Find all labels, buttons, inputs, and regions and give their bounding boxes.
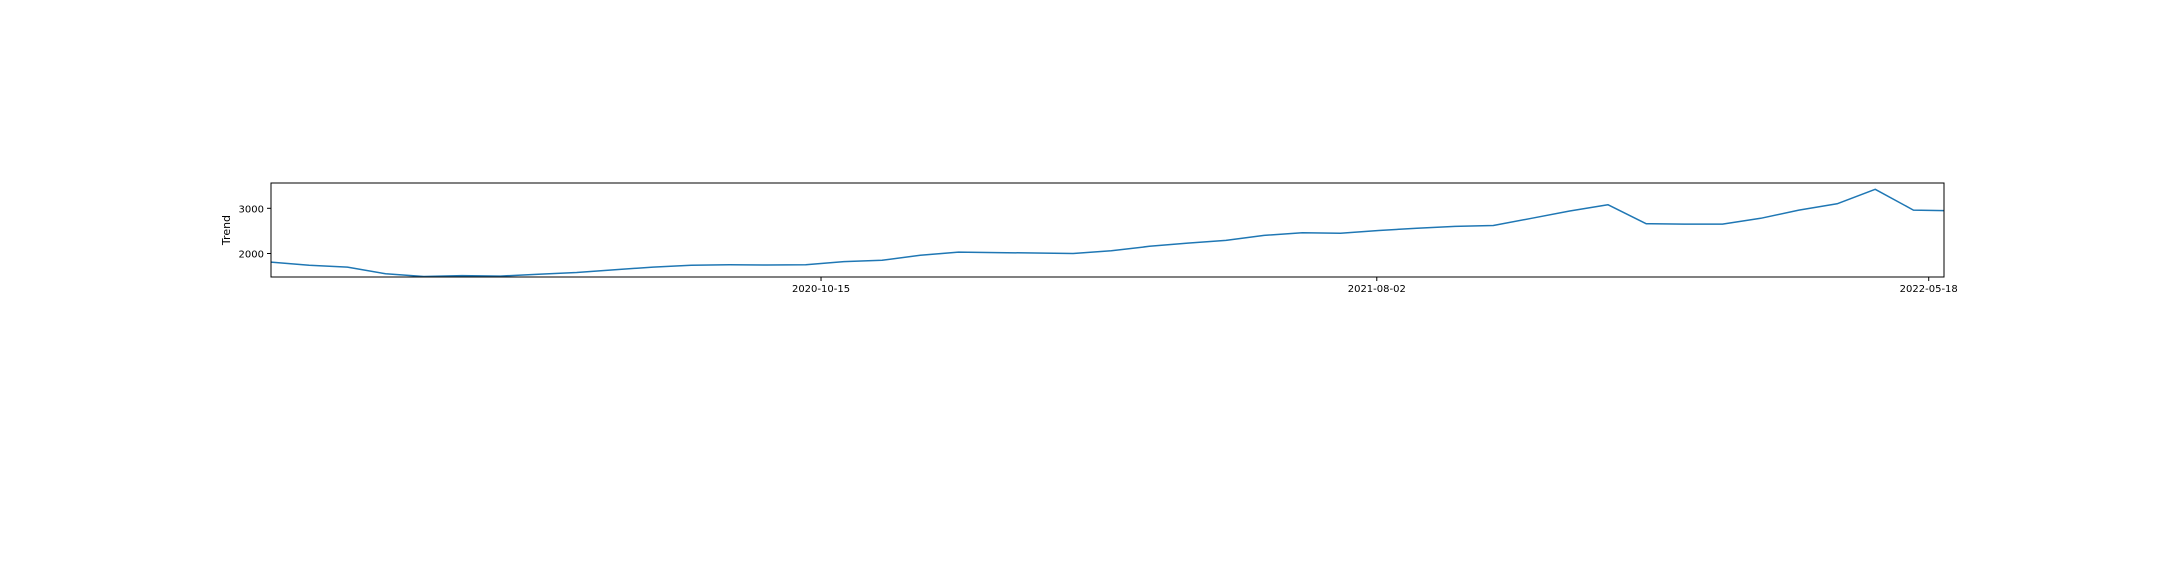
y-axis-label: Trend — [220, 215, 233, 246]
plot-frame — [270, 182, 1945, 278]
x-tick-label: 2022-05-18 — [1900, 284, 1958, 295]
y-tick-label: 2000 — [239, 250, 264, 261]
x-tick-label: 2021-08-02 — [1348, 284, 1406, 295]
plot-layer — [270, 188, 1945, 278]
series-line-0 — [270, 188, 1945, 278]
axis-layer: 2000 3000 2020-10-15 2021-08-02 2022-05-18 — [239, 204, 1958, 295]
y-tick-label: 3000 — [239, 204, 264, 215]
x-tick-label: 2020-10-15 — [792, 284, 850, 295]
